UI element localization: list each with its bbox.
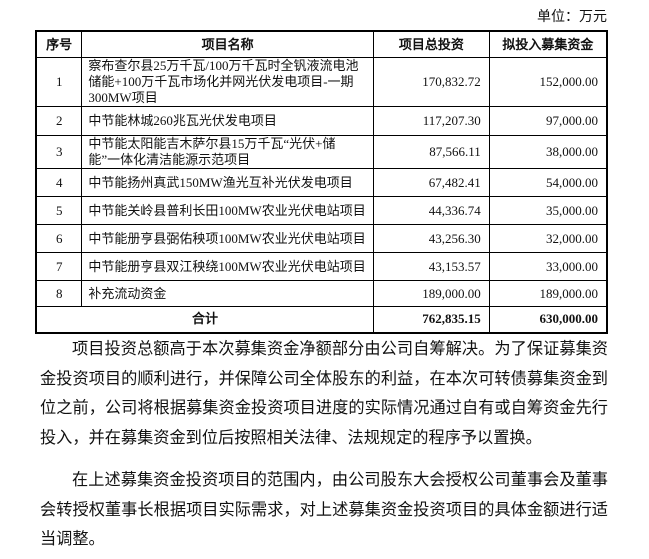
total-label: 合计 xyxy=(35,306,374,333)
paragraph-2: 在上述募集资金投资项目的范围内，由公司股东大会授权公司董事会及董事会转授权董事长… xyxy=(40,466,608,555)
paragraph-line: 会转授权董事长根据项目实际需求，对上述募集资金投资项目的具体金额进行适 xyxy=(40,500,608,519)
project-total-investment: 43,153.57 xyxy=(372,252,490,281)
table-row: 2 中节能林城260兆瓦光伏发电项目 117,207.30 97,000.00 xyxy=(35,106,608,136)
row-number: 1 xyxy=(35,57,83,107)
project-total-investment: 117,207.30 xyxy=(372,106,490,136)
table-row: 5 中节能关岭县普利长田100MW农业光伏电站项目 44,336.74 35,000.… xyxy=(35,196,608,225)
paragraph-line: 在上述募集资金投资项目的范围内，由公司股东大会授权公司董事会及董事 xyxy=(72,471,608,489)
unit-label: 单位：万元 xyxy=(537,10,607,25)
raise-amount: 38,000.00 xyxy=(488,135,608,169)
project-name: 察布查尔县25万千瓦/100万千瓦时全钒液流电池储能+100万千瓦市场化并网光伏… xyxy=(81,57,374,107)
paragraph-line: 当调整。 xyxy=(40,530,105,548)
table-row: 7 中节能册亨县双江秧绕100MW农业光伏电站项目 43,153.57 33,000.… xyxy=(35,252,608,281)
table-row: 1 察布查尔县25万千瓦/100万千瓦时全钒液流电池储能+100万千瓦市场化并网光… xyxy=(35,57,608,107)
header-no: 序号 xyxy=(35,30,83,58)
raise-amount: 33,000.00 xyxy=(488,252,608,281)
raise-amount: 97,000.00 xyxy=(488,106,608,136)
project-name: 中节能林城260兆瓦光伏发电项目 xyxy=(81,106,374,136)
table-row: 6 中节能册亨县弼佑秧项100MW农业光伏电站项目 43,256.30 32,000.… xyxy=(35,224,608,253)
row-number: 2 xyxy=(35,106,83,136)
row-number: 8 xyxy=(35,280,83,307)
project-name: 中节能册亨县双江秧绕100MW农业光伏电站项目 xyxy=(81,252,374,281)
project-name: 中节能关岭县普利长田100MW农业光伏电站项目 xyxy=(81,196,374,225)
header-raise: 拟投入募集资金 xyxy=(488,30,608,58)
paragraph-line: 金投资项目的顺利进行，并保障公司全体股东的利益，在本次可转债募集资金到 xyxy=(40,369,608,388)
project-name: 中节能太阳能吉木萨尔县15万千瓦“光伏+储能”一体化清洁能源示范项目 xyxy=(81,135,374,169)
project-total-investment: 170,832.72 xyxy=(372,57,490,107)
paragraph-line: 投入，并在募集资金到位后按照相关法律、法规规定的程序予以置换。 xyxy=(40,428,542,447)
project-total-investment: 43,256.30 xyxy=(372,224,490,253)
project-name: 中节能扬州真武150MW渔光互补光伏发电项目 xyxy=(81,168,374,197)
project-total-investment: 87,566.11 xyxy=(372,135,490,169)
row-number: 3 xyxy=(35,135,83,169)
project-total-investment: 189,000.00 xyxy=(372,280,490,307)
project-total-investment: 67,482.41 xyxy=(372,168,490,197)
total-row: 合计 762,835.15 630,000.00 xyxy=(35,306,608,333)
header-total: 项目总投资 xyxy=(372,30,490,58)
row-number: 4 xyxy=(35,168,83,197)
raise-amount: 189,000.00 xyxy=(488,280,608,307)
row-number: 7 xyxy=(35,252,83,281)
raise-amount: 35,000.00 xyxy=(488,196,608,225)
total-investment: 762,835.15 xyxy=(372,306,490,333)
project-name: 补充流动资金 xyxy=(81,280,374,307)
row-number: 6 xyxy=(35,224,83,253)
project-total-investment: 44,336.74 xyxy=(372,196,490,225)
table-row: 8 补充流动资金 189,000.00 189,000.00 xyxy=(35,280,608,307)
raise-amount: 152,000.00 xyxy=(488,57,608,107)
total-raise: 630,000.00 xyxy=(488,306,608,333)
raise-amount: 32,000.00 xyxy=(488,224,608,253)
table-row: 3 中节能太阳能吉木萨尔县15万千瓦“光伏+储能”一体化清洁能源示范项目 87,56… xyxy=(35,135,608,169)
table-header-row: 序号 项目名称 项目总投资 拟投入募集资金 xyxy=(35,30,608,58)
project-name: 中节能册亨县弼佑秧项100MW农业光伏电站项目 xyxy=(81,224,374,253)
raise-amount: 54,000.00 xyxy=(488,168,608,197)
row-number: 5 xyxy=(35,196,83,225)
investment-table: 序号 项目名称 项目总投资 拟投入募集资金 1 察布查尔县25万千瓦/100万千瓦… xyxy=(35,30,608,334)
paragraph-line: 位之前，公司将根据募集资金投资项目进度的实际情况通过自有或自筹资金先行 xyxy=(40,399,608,417)
paragraph-line: 项目投资总额高于本次募集资金净额部分由公司自筹解决。为了保证募集资 xyxy=(72,340,608,358)
paragraph-1: 项目投资总额高于本次募集资金净额部分由公司自筹解决。为了保证募集资金投资项目的顺… xyxy=(40,335,608,453)
header-name: 项目名称 xyxy=(81,30,374,58)
table-row: 4 中节能扬州真武150MW渔光互补光伏发电项目 67,482.41 54,000.0… xyxy=(35,168,608,197)
